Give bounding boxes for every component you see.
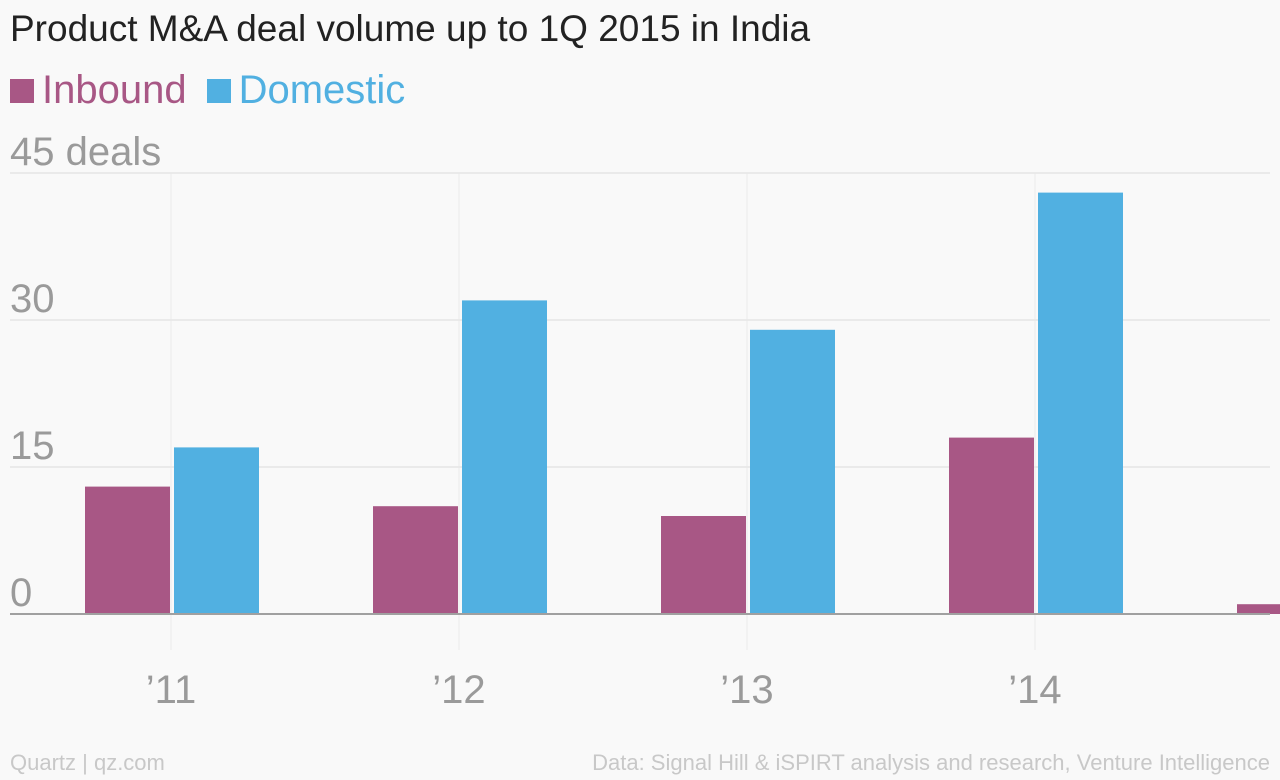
x-tick-label: ’13 [720, 668, 773, 712]
legend: Inbound Domestic [10, 68, 425, 113]
footer-source: Data: Signal Hill & iSPIRT analysis and … [592, 750, 1270, 775]
y-tick-label: 15 [10, 424, 55, 468]
bar-domestic [174, 447, 259, 614]
x-tick-label: ’11 [146, 668, 196, 712]
bar-inbound [85, 486, 170, 614]
bar-domestic [1038, 192, 1123, 614]
bar-domestic [750, 329, 835, 614]
y-tick-label: 0 [10, 571, 32, 615]
legend-label-inbound: Inbound [42, 68, 187, 112]
y-tick-label: 45 deals [10, 130, 161, 174]
legend-item-domestic: Domestic [206, 68, 406, 113]
bar-inbound [373, 506, 458, 614]
bar-inbound [1237, 604, 1280, 614]
chart-title: Product M&A deal volume up to 1Q 2015 in… [10, 8, 811, 49]
bar-domestic [462, 300, 547, 614]
x-tick-label: ’14 [1008, 668, 1061, 712]
legend-swatch-domestic [206, 78, 231, 103]
footer-credit: Quartz | qz.com [10, 750, 165, 775]
legend-item-inbound: Inbound [10, 68, 187, 113]
legend-swatch-inbound [10, 78, 34, 103]
y-tick-label: 30 [10, 277, 55, 321]
x-tick-label: ’12 [432, 668, 485, 712]
legend-label-domestic: Domestic [238, 68, 406, 112]
bar-inbound [949, 437, 1034, 614]
bar-inbound [661, 516, 746, 614]
